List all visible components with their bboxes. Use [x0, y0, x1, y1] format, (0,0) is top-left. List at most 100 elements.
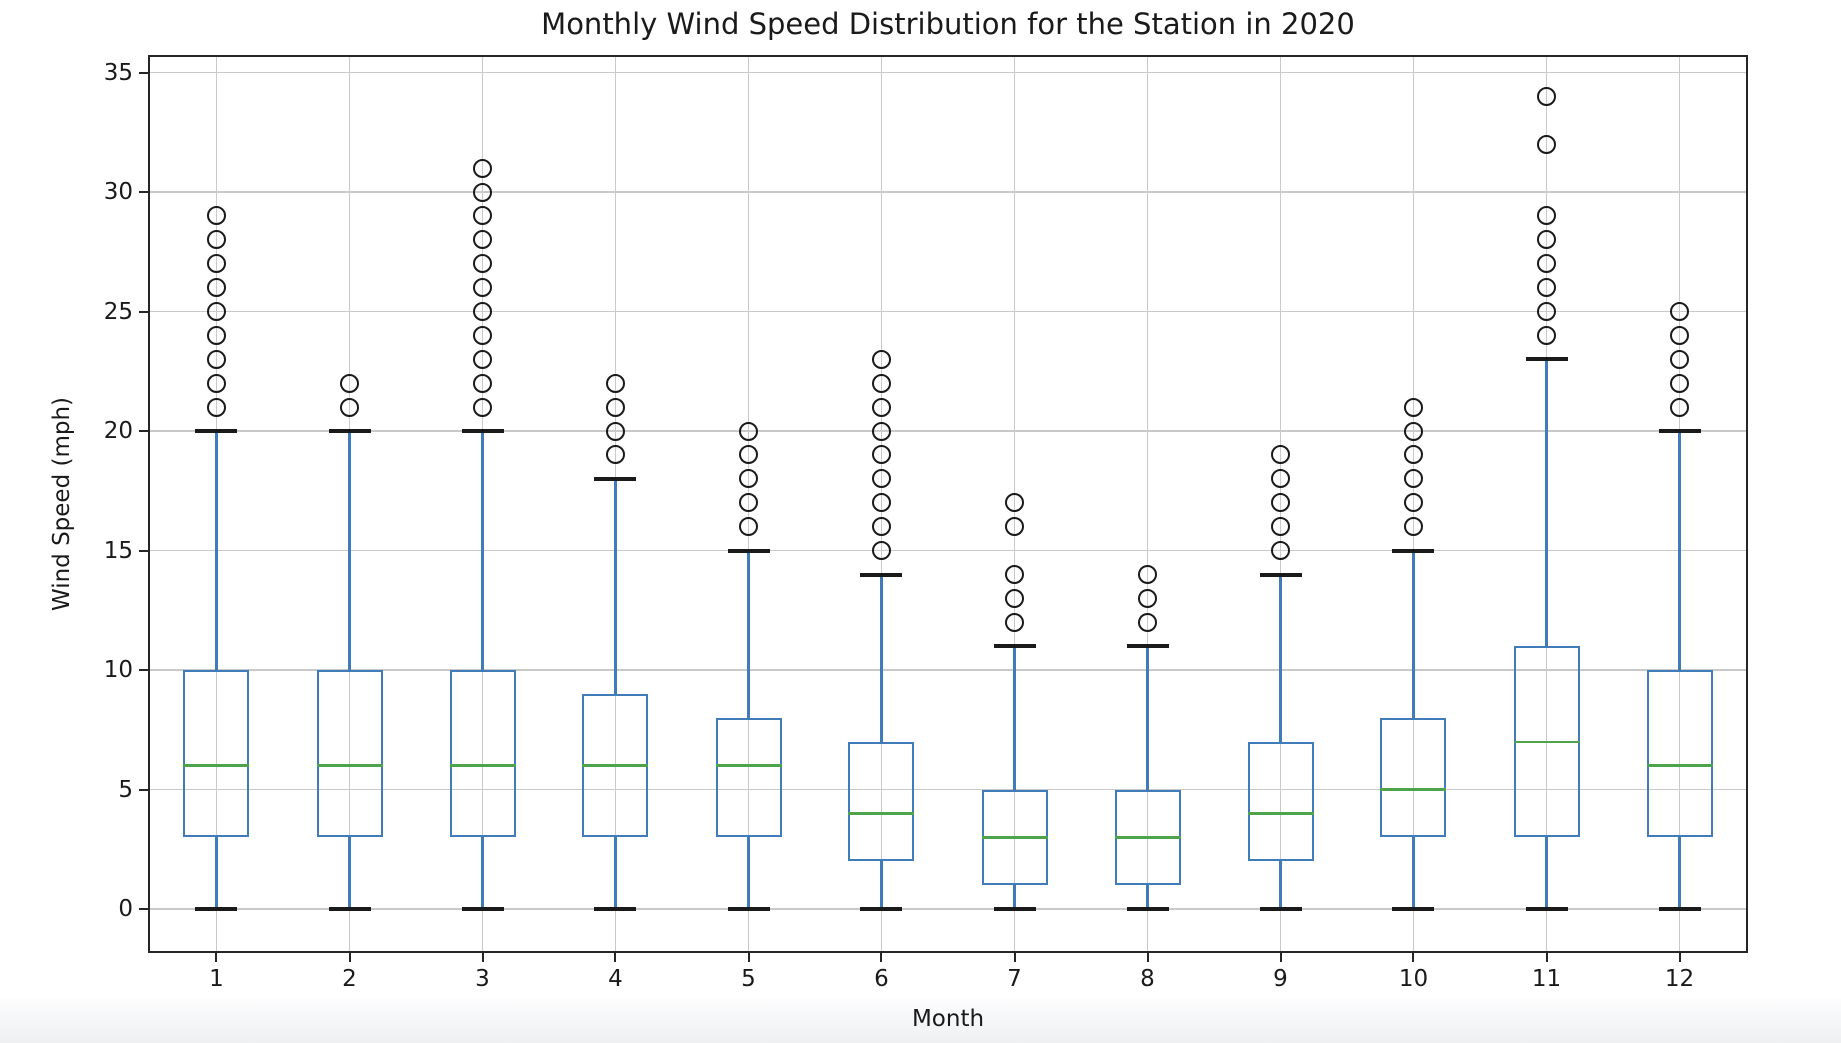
outlier-point — [739, 445, 758, 465]
whisker-cap-bottom — [328, 907, 371, 912]
x-tick-label: 5 — [741, 966, 756, 992]
outlier-point — [1403, 469, 1423, 489]
median-line — [715, 764, 782, 767]
whisker-lower — [880, 861, 883, 910]
x-tick-mark — [215, 953, 218, 962]
y-tick-label: 35 — [103, 59, 133, 86]
outlier-point — [206, 373, 226, 393]
median-line — [1646, 764, 1713, 767]
outlier-point — [473, 302, 492, 322]
box-iqr — [183, 670, 250, 838]
whisker-cap-top — [461, 429, 504, 434]
outlier-point — [473, 254, 492, 274]
x-tick-mark — [614, 953, 617, 962]
outlier-point — [473, 230, 492, 250]
whisker-cap-top — [727, 548, 770, 553]
outlier-point — [1005, 588, 1024, 608]
whisker-cap-top — [1525, 357, 1568, 362]
outlier-point — [605, 445, 625, 465]
whisker-lower — [1545, 837, 1548, 910]
median-line — [449, 764, 516, 767]
outlier-point — [1403, 445, 1423, 465]
x-tick-mark — [1146, 953, 1149, 962]
outlier-point — [1138, 588, 1157, 608]
whisker-upper — [747, 550, 750, 718]
outlier-point — [1403, 517, 1423, 537]
whisker-upper — [215, 431, 218, 671]
outlier-point — [1670, 302, 1689, 322]
outlier-point — [206, 254, 226, 274]
x-tick-mark — [1013, 953, 1016, 962]
whisker-lower — [1678, 837, 1681, 910]
outlier-point — [871, 469, 891, 489]
whisker-cap-top — [328, 429, 371, 434]
outlier-point — [1670, 397, 1689, 417]
x-tick-label: 11 — [1531, 966, 1562, 992]
whisker-upper — [348, 431, 351, 671]
x-tick-mark — [481, 953, 484, 962]
box-iqr — [1247, 741, 1314, 862]
y-tick-label: 30 — [103, 179, 133, 206]
whisker-cap-top — [860, 572, 903, 577]
outlier-point — [1005, 517, 1024, 537]
outlier-point — [473, 158, 492, 178]
y-tick-label: 0 — [118, 896, 133, 923]
x-gridline — [1146, 57, 1149, 951]
outlier-point — [605, 373, 625, 393]
box-iqr — [1646, 670, 1713, 838]
whisker-upper — [614, 478, 617, 695]
outlier-point — [1537, 302, 1556, 322]
whisker-cap-top — [1259, 572, 1302, 577]
outlier-point — [871, 541, 891, 561]
outlier-point — [1537, 86, 1556, 106]
whisker-cap-top — [993, 644, 1036, 649]
outlier-point — [1670, 373, 1689, 393]
whisker-lower — [348, 837, 351, 910]
x-tick-mark — [880, 953, 883, 962]
outlier-point — [1403, 397, 1423, 417]
box-iqr — [316, 670, 383, 838]
y-gridline — [150, 788, 1746, 791]
whisker-lower — [747, 837, 750, 910]
median-line — [1380, 788, 1447, 791]
y-tick-mark — [139, 908, 148, 911]
median-line — [1247, 812, 1314, 815]
median-line — [316, 764, 383, 767]
x-tick-label: 12 — [1664, 966, 1695, 992]
whisker-upper — [1545, 359, 1548, 647]
whisker-cap-bottom — [727, 907, 770, 912]
outlier-point — [871, 493, 891, 513]
median-line — [981, 836, 1048, 839]
outlier-point — [1005, 493, 1024, 513]
outlier-point — [473, 325, 492, 345]
x-tick-mark — [1412, 953, 1415, 962]
x-tick-label: 2 — [342, 966, 357, 992]
whisker-cap-bottom — [1126, 907, 1169, 912]
whisker-lower — [1412, 837, 1415, 910]
y-tick-mark — [139, 71, 148, 74]
whisker-cap-top — [195, 429, 238, 434]
whisker-cap-bottom — [195, 907, 238, 912]
y-axis-label: Wind Speed (mph) — [49, 396, 75, 612]
whisker-upper — [1678, 431, 1681, 671]
whisker-lower — [1146, 885, 1149, 910]
y-gridline — [150, 908, 1746, 910]
whisker-lower — [614, 837, 617, 910]
whisker-cap-bottom — [1392, 907, 1435, 912]
whisker-lower — [1013, 885, 1016, 910]
outlier-point — [206, 230, 226, 250]
y-tick-mark — [139, 191, 148, 194]
whisker-lower — [481, 837, 484, 910]
outlier-point — [871, 373, 891, 393]
whisker-cap-bottom — [1525, 907, 1568, 912]
whisker-upper — [1013, 646, 1016, 790]
whisker-cap-bottom — [860, 907, 903, 912]
outlier-point — [1138, 565, 1157, 585]
x-tick-label: 4 — [608, 966, 623, 992]
y-gridline — [150, 71, 1746, 74]
outlier-point — [1005, 565, 1024, 585]
y-tick-mark — [139, 669, 148, 672]
outlier-point — [1537, 230, 1556, 250]
whisker-upper — [1146, 646, 1149, 790]
whisker-lower — [1279, 861, 1282, 910]
